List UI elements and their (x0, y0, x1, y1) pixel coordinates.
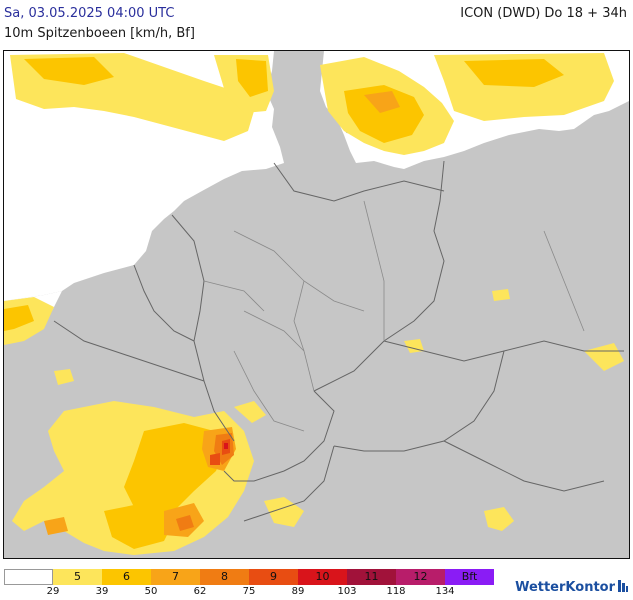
legend-tick: 118 (386, 586, 406, 597)
region-borders (203, 200, 585, 432)
legend-cell: 12 (396, 569, 445, 585)
legend-cell (4, 569, 53, 585)
legend-tick: 103 (337, 586, 357, 597)
map-subtitle: 10m Spitzenboeen [km/h, Bf] (4, 26, 195, 41)
legend-tick: 89 (291, 586, 305, 597)
legend-ticks: 29 39 50 62 75 89 103 118 134 (4, 586, 504, 600)
legend-cell: 9 (249, 569, 298, 585)
brand-logo: WetterKontor (515, 580, 615, 595)
legend-cell: 11 (347, 569, 396, 585)
map-canvas (4, 51, 629, 558)
gust-map (3, 50, 630, 559)
legend-cell: 6 (102, 569, 151, 585)
model-run-label: ICON (DWD) Do 18 + 34h (460, 6, 627, 21)
legend-cell: 5 (53, 569, 102, 585)
legend-tick: 75 (242, 586, 256, 597)
wetterkontor-logo-mark (618, 580, 628, 592)
gust-zones-bft8-10 (176, 433, 234, 531)
legend-tick: 62 (193, 586, 207, 597)
legend-tick: 134 (435, 586, 455, 597)
gust-legend: 5 6 7 8 9 10 11 12 Bft (4, 569, 494, 585)
legend-cell: 8 (200, 569, 249, 585)
legend-tick: 50 (144, 586, 158, 597)
legend-cell: 10 (298, 569, 347, 585)
legend-cell: Bft (445, 569, 494, 585)
header-left: Sa, 03.05.2025 04:00 UTC 10m Spitzenboee… (4, 4, 195, 44)
legend-cell: 7 (151, 569, 200, 585)
legend-tick: 29 (46, 586, 60, 597)
gust-zones-bft6 (4, 57, 564, 549)
legend-tick: 39 (95, 586, 109, 597)
country-borders (53, 160, 624, 522)
forecast-datetime: Sa, 03.05.2025 04:00 UTC (4, 6, 175, 21)
